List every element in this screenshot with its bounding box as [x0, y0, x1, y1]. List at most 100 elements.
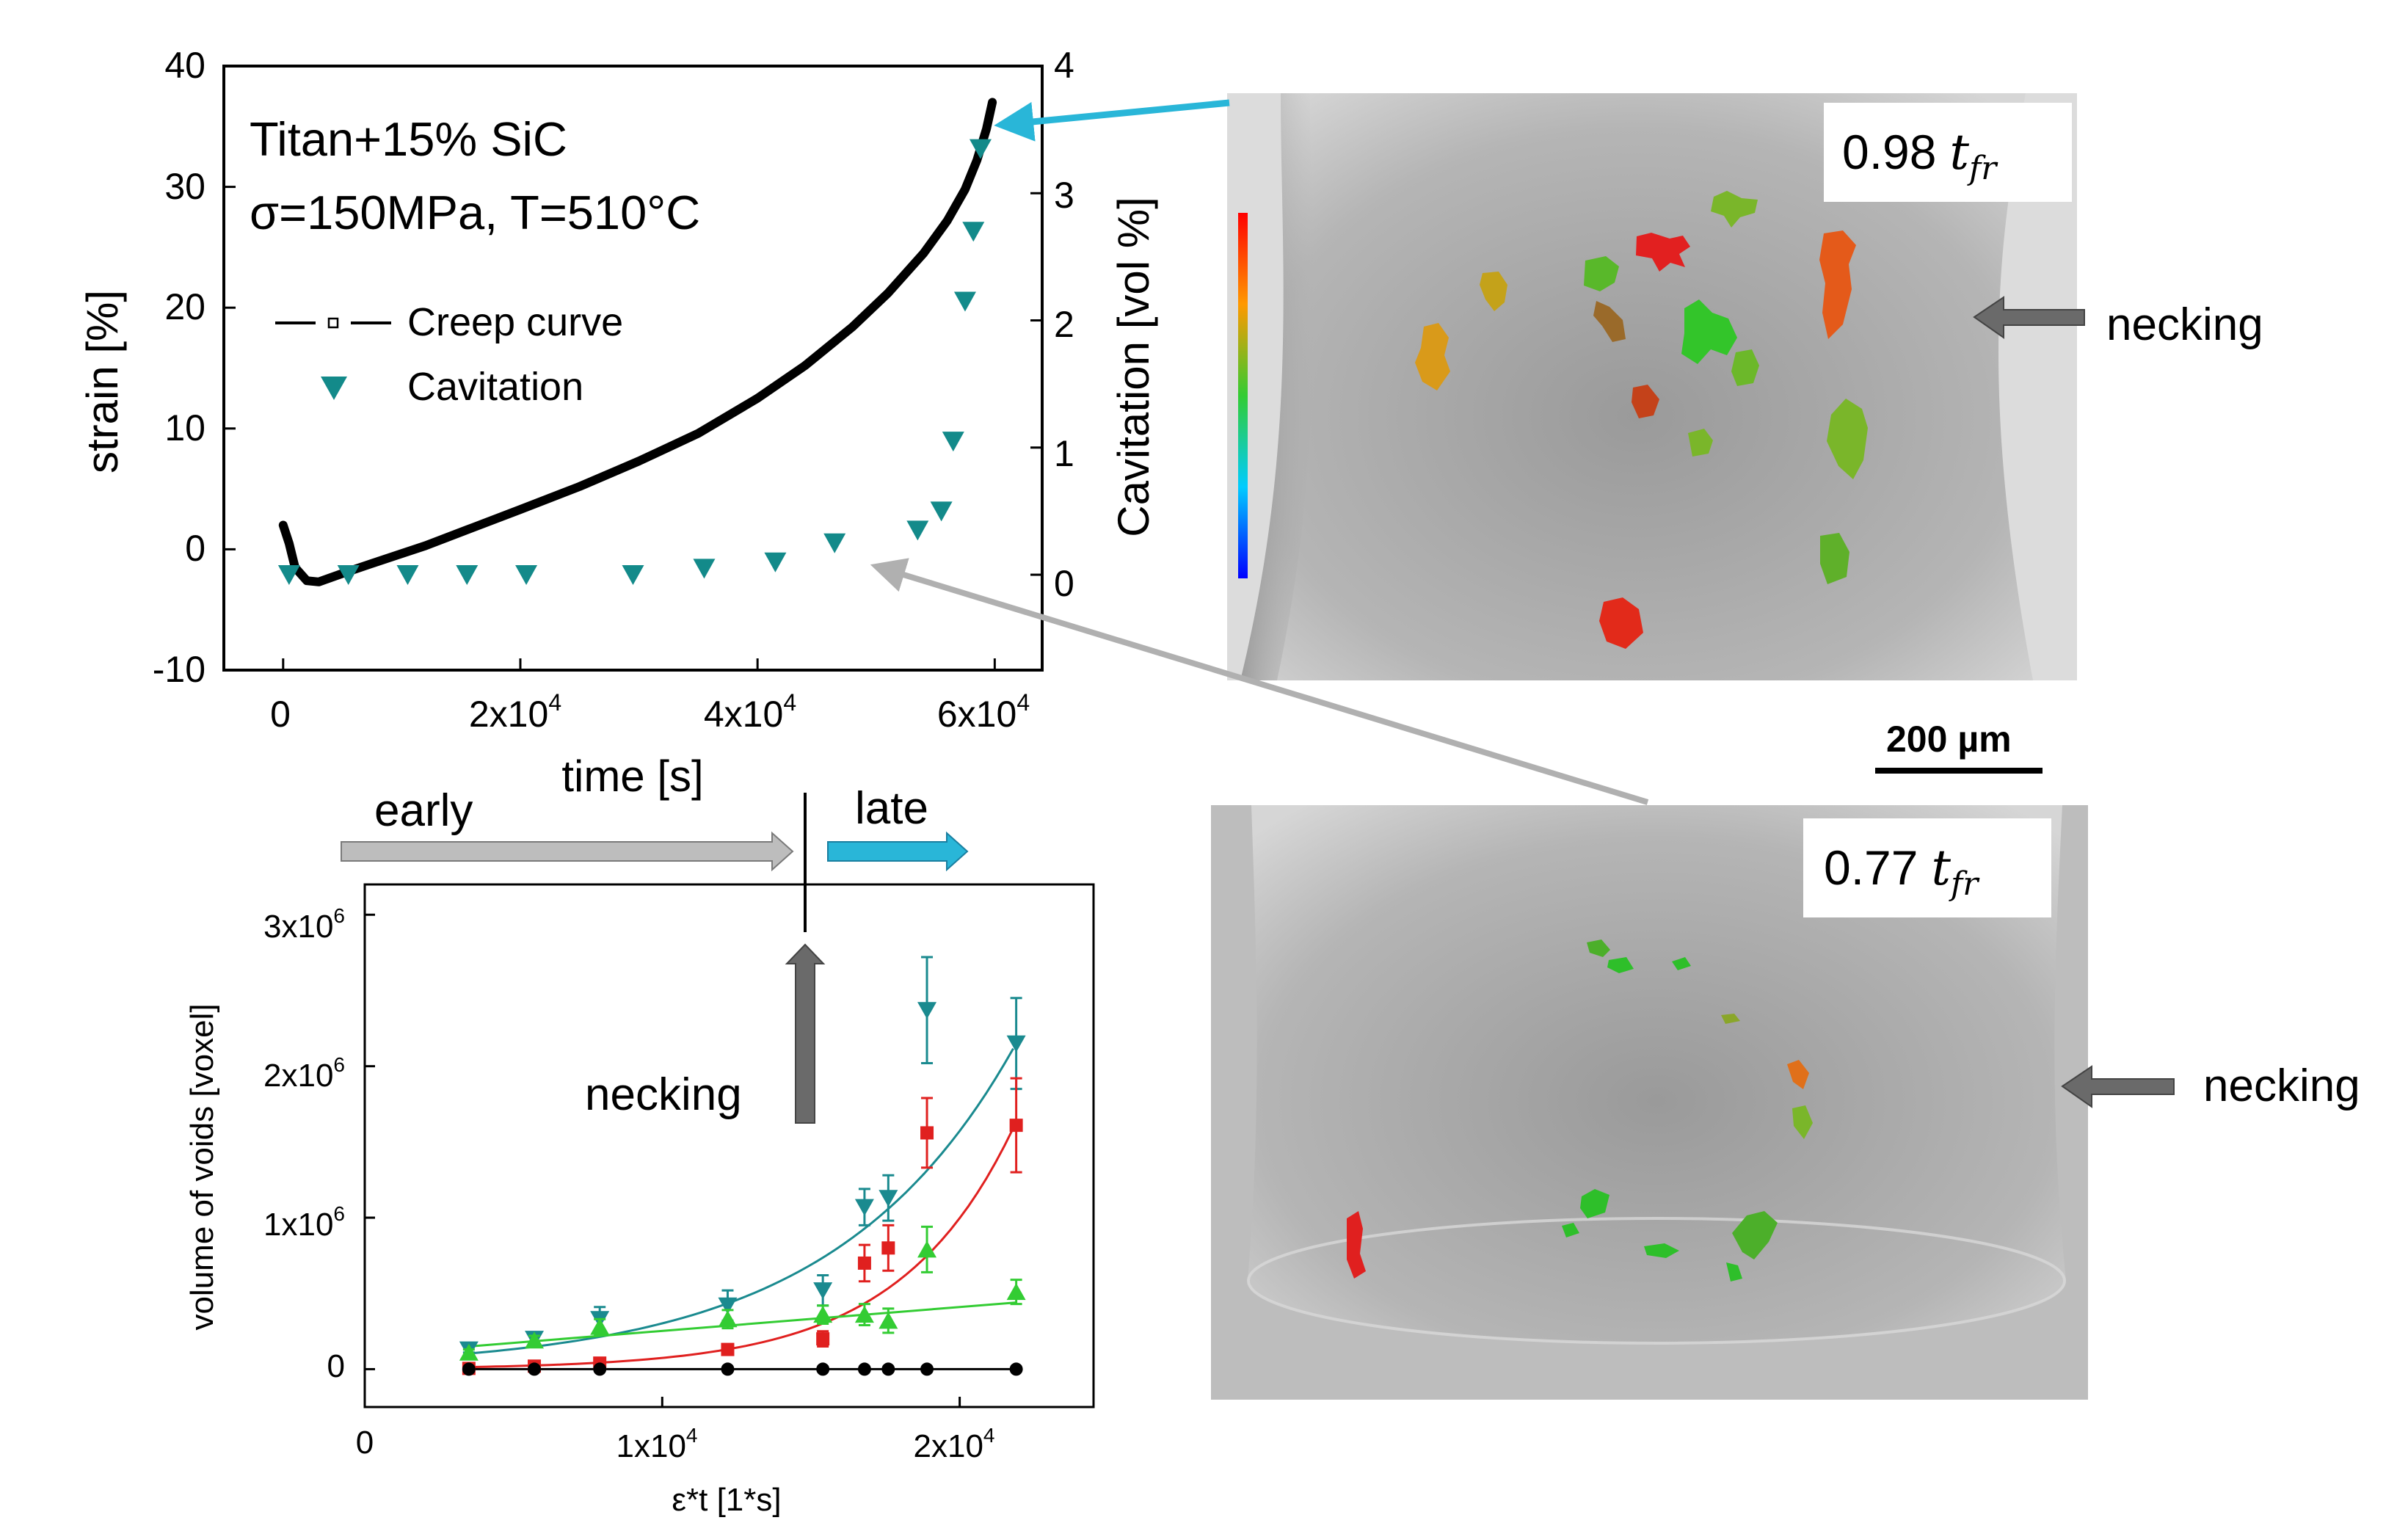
- green-point: [525, 1331, 545, 1349]
- creep-plot-frame: [222, 65, 1044, 672]
- cavitation-tick-3: 3: [1054, 175, 1074, 216]
- stage-arrows: early late: [341, 783, 969, 932]
- green-point: [879, 1312, 898, 1329]
- cavitation-tick-2: 2: [1054, 304, 1074, 345]
- red-point: [857, 1256, 871, 1270]
- cavitation-point: [764, 552, 787, 572]
- strain-tick-10: 10: [164, 407, 205, 448]
- cavitation-point: [823, 533, 846, 553]
- time-tick-2e4: 2x104: [469, 689, 561, 735]
- green-point: [854, 1306, 874, 1323]
- cavitation-point: [337, 565, 360, 586]
- strain-axis-label: strain [%]: [78, 290, 127, 473]
- black-point: [528, 1362, 542, 1376]
- cavitation-tick-labels: 4 3 2 1 0: [1054, 45, 1074, 604]
- void-tick-3e6: 3x106: [263, 904, 345, 945]
- green-point: [718, 1310, 738, 1328]
- creep-ticks: [224, 65, 1042, 672]
- late-label: late: [855, 783, 928, 834]
- void-blob: [1681, 299, 1737, 364]
- legend-cavitation-marker: [321, 377, 347, 400]
- scale-bar-label: 200 µm: [1886, 719, 2012, 760]
- void-volume-chart: 3x106 2x106 1x106 0 0 1x104 2x104 ε*t [1…: [184, 883, 1095, 1518]
- black-point: [462, 1362, 476, 1376]
- cavitation-tick-0: 0: [1054, 563, 1074, 604]
- ct-bottom-voids: [1347, 939, 1813, 1282]
- void-tick-labels: 3x106 2x106 1x106 0 0 1x104 2x104: [263, 904, 995, 1464]
- cavitation-point: [953, 291, 976, 312]
- cavitation-point: [456, 565, 479, 586]
- cavitation-point: [962, 222, 985, 242]
- void-blob: [1731, 349, 1759, 386]
- legend-creep-marker: [327, 317, 339, 329]
- void-blob: [1632, 385, 1659, 418]
- cavitation-point: [930, 501, 953, 522]
- early-arrow: [341, 831, 794, 872]
- void-y-axis-label: volume of voids [voxel]: [184, 1003, 220, 1330]
- void-blob: [1732, 1211, 1778, 1259]
- void-blob: [1587, 939, 1610, 957]
- legend-cavitation-label: Cavitation: [407, 365, 583, 409]
- void-blob: [1562, 1223, 1579, 1237]
- strain-tick-minus10: -10: [153, 649, 205, 690]
- void-blob: [1820, 533, 1849, 584]
- black-point: [881, 1362, 895, 1376]
- void-blob: [1580, 1189, 1609, 1218]
- void-blob: [1792, 1105, 1813, 1139]
- red-point: [816, 1332, 830, 1346]
- void-x-axis-label: ε*t [1*s]: [672, 1482, 781, 1518]
- time-tick-labels: 0 2x104 4x104 6x104: [270, 689, 1030, 735]
- necking-bottom-label: necking: [2203, 1061, 2360, 1111]
- ct-top-fraction-label: 0.98 tfr: [1842, 124, 1998, 187]
- void-series-markers: [459, 956, 1026, 1376]
- ct-bottom-fraction-label: 0.77 tfr: [1824, 840, 1980, 903]
- void-tick-0: 0: [327, 1348, 345, 1384]
- void-plot-frame: [363, 883, 1095, 1408]
- void-blob: [1607, 957, 1634, 973]
- void-blob: [1726, 1262, 1742, 1282]
- red-fit-curve: [468, 1127, 1014, 1369]
- time-axis-label: time [s]: [561, 752, 703, 801]
- cavitation-point: [942, 432, 964, 452]
- link-arrow-bottom-image: [870, 558, 1649, 805]
- necking-top-arrow: [1973, 296, 2085, 339]
- ct-bottom-end-cap: [1247, 1217, 2066, 1345]
- void-tick-1e6: 1x106: [263, 1202, 345, 1243]
- void-blob: [1480, 272, 1507, 311]
- time-tick-0: 0: [270, 694, 291, 735]
- strain-tick-labels: 40 30 20 10 0 -10: [153, 45, 205, 690]
- strain-tick-40: 40: [164, 45, 205, 86]
- teal-point: [718, 1297, 738, 1315]
- cavitation-axis-label: Cavitation [vol %]: [1109, 197, 1158, 537]
- necking-indicator: necking: [585, 943, 826, 1124]
- early-label: early: [374, 785, 473, 836]
- void-xtick-2e4: 2x104: [914, 1424, 995, 1464]
- strain-tick-20: 20: [164, 286, 205, 327]
- void-blob: [1819, 230, 1856, 339]
- void-xtick-0: 0: [356, 1425, 374, 1461]
- void-blob: [1584, 256, 1619, 291]
- red-point: [881, 1241, 895, 1255]
- necking-up-arrow: [785, 943, 826, 1124]
- ct-bottom-label-box: [1803, 818, 2051, 917]
- green-point: [1006, 1283, 1026, 1301]
- red-point: [1009, 1119, 1023, 1133]
- cavitation-point: [277, 565, 300, 586]
- green-fit-curve: [468, 1301, 1016, 1348]
- black-point: [593, 1362, 607, 1376]
- void-ticks: [363, 913, 961, 1407]
- black-point: [857, 1362, 871, 1376]
- conditions-annotation: σ=150MPa, T=510°C: [250, 186, 700, 239]
- teal-point: [1006, 1035, 1026, 1053]
- necking-top-label: necking: [2106, 299, 2263, 350]
- legend: Creep curve Cavitation: [275, 300, 623, 409]
- ct-image-top: 0.98 tfr necking: [1227, 93, 2263, 680]
- red-point: [920, 1126, 934, 1140]
- time-tick-6e4: 6x104: [937, 689, 1030, 735]
- creep-chart: 40 30 20 10 0 -10 4 3 2 1 0 0 2x104 4x10…: [78, 45, 1158, 801]
- green-point: [813, 1306, 833, 1323]
- red-point: [721, 1342, 735, 1356]
- void-blob: [1347, 1211, 1366, 1279]
- void-blob: [1644, 1243, 1679, 1258]
